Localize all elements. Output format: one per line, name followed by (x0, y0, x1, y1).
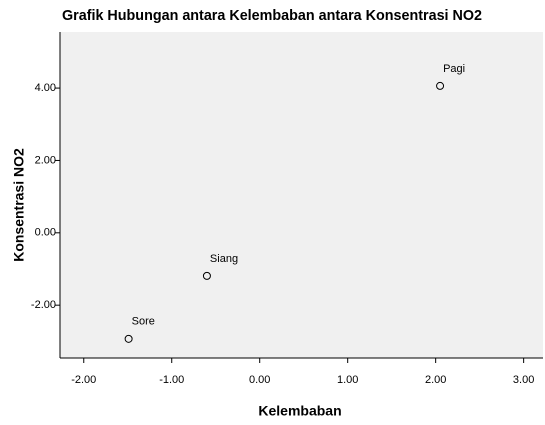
point (124, 334, 133, 343)
point (202, 271, 211, 280)
point-label: Pagi (443, 63, 465, 75)
y-tick-label: -2.00 (31, 299, 56, 311)
x-tick-label: 1.00 (337, 374, 358, 386)
point (436, 81, 445, 90)
x-tick-label: 2.00 (425, 374, 446, 386)
x-tick-label: 3.00 (513, 374, 534, 386)
y-tick-label: 2.00 (35, 154, 56, 166)
x-tick-label: -1.00 (159, 374, 184, 386)
chart-title: Grafik Hubungan antara Kelembaban antara… (62, 7, 482, 24)
point-label: Siang (210, 253, 238, 265)
x-axis-label: Kelembaban (258, 403, 341, 419)
y-axis-label: Konsentrasi NO2 (11, 148, 27, 262)
x-tick-label: -2.00 (71, 374, 96, 386)
point-label: Sore (132, 316, 155, 328)
plot-area (60, 32, 543, 358)
y-tick-label: 0.00 (35, 227, 56, 239)
x-tick-label: 0.00 (249, 374, 270, 386)
y-tick-label: 4.00 (35, 82, 56, 94)
